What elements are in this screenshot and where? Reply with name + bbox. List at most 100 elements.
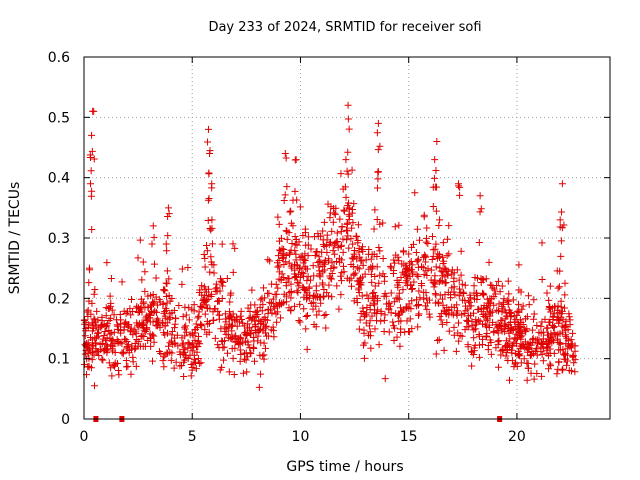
data-point — [497, 316, 505, 324]
data-point — [122, 309, 130, 317]
data-point — [569, 329, 577, 337]
data-point — [248, 316, 256, 324]
data-point — [257, 370, 265, 378]
data-point — [550, 310, 558, 318]
data-point — [103, 259, 111, 267]
data-point — [233, 322, 241, 330]
data-point — [436, 216, 444, 224]
data-point — [304, 252, 312, 260]
data-point — [166, 313, 174, 321]
data-point — [443, 319, 451, 327]
data-point — [191, 325, 199, 333]
data-point — [255, 383, 263, 391]
data-point — [201, 263, 209, 271]
data-point — [135, 323, 143, 331]
data-point — [170, 334, 178, 342]
data-point — [380, 316, 388, 324]
data-point — [476, 192, 484, 200]
data-point — [148, 301, 156, 309]
data-point — [285, 229, 293, 237]
data-point — [390, 337, 398, 345]
data-point — [242, 331, 250, 339]
data-point — [188, 363, 196, 371]
data-point — [219, 279, 227, 287]
data-point — [380, 277, 388, 285]
data-point — [427, 266, 435, 274]
data-point — [455, 337, 463, 345]
data-point — [335, 305, 343, 313]
data-point — [282, 298, 290, 306]
data-point — [316, 271, 324, 279]
data-point — [343, 219, 351, 227]
data-point — [118, 349, 126, 357]
data-point — [202, 301, 210, 309]
data-point — [437, 277, 445, 285]
data-point — [415, 287, 423, 295]
data-point — [373, 263, 381, 271]
data-point — [523, 343, 531, 351]
data-point — [438, 272, 446, 280]
data-point — [300, 305, 308, 313]
data-point — [150, 260, 158, 268]
data-point — [222, 318, 230, 326]
data-point — [506, 376, 514, 384]
data-point — [441, 279, 449, 287]
data-point — [204, 125, 212, 133]
data-point — [85, 279, 93, 287]
data-point — [400, 270, 408, 278]
data-point — [132, 330, 140, 338]
data-point — [218, 240, 226, 248]
data-point — [318, 279, 326, 287]
data-point — [235, 341, 243, 349]
data-point — [291, 187, 299, 195]
data-point — [382, 292, 390, 300]
data-point — [293, 196, 301, 204]
data-point — [88, 319, 96, 327]
data-point — [196, 302, 204, 310]
data-point — [431, 245, 439, 253]
data-point — [428, 255, 436, 263]
data-point — [163, 292, 171, 300]
data-point — [538, 275, 546, 283]
data-point — [509, 342, 517, 350]
data-point — [472, 316, 480, 324]
data-point — [373, 129, 381, 137]
data-point — [316, 293, 324, 301]
data-point — [374, 297, 382, 305]
data-point — [204, 138, 212, 146]
data-point — [291, 156, 299, 164]
data-point — [293, 241, 301, 249]
data-point — [176, 348, 184, 356]
data-point — [475, 330, 483, 338]
data-point — [511, 334, 519, 342]
data-point — [504, 300, 512, 308]
data-point — [200, 283, 208, 291]
data-point — [331, 239, 339, 247]
data-point — [151, 307, 159, 315]
data-point — [355, 325, 363, 333]
data-point — [199, 296, 207, 304]
data-point — [187, 360, 195, 368]
data-point — [149, 357, 157, 365]
data-point — [187, 372, 195, 380]
data-point — [159, 300, 167, 308]
data-point — [517, 342, 525, 350]
data-point — [125, 341, 133, 349]
data-point — [350, 270, 358, 278]
data-point — [138, 319, 146, 327]
data-point — [369, 262, 377, 270]
data-point — [166, 348, 174, 356]
data-point — [448, 270, 456, 278]
data-point — [192, 365, 200, 373]
data-point — [345, 276, 353, 284]
data-point — [558, 208, 566, 216]
data-point — [231, 344, 239, 352]
data-point — [337, 243, 345, 251]
data-point — [161, 314, 169, 322]
data-point — [117, 320, 125, 328]
data-point — [101, 327, 109, 335]
data-point — [118, 278, 126, 286]
data-point — [381, 311, 389, 319]
data-point — [253, 307, 261, 315]
data-point — [348, 224, 356, 232]
